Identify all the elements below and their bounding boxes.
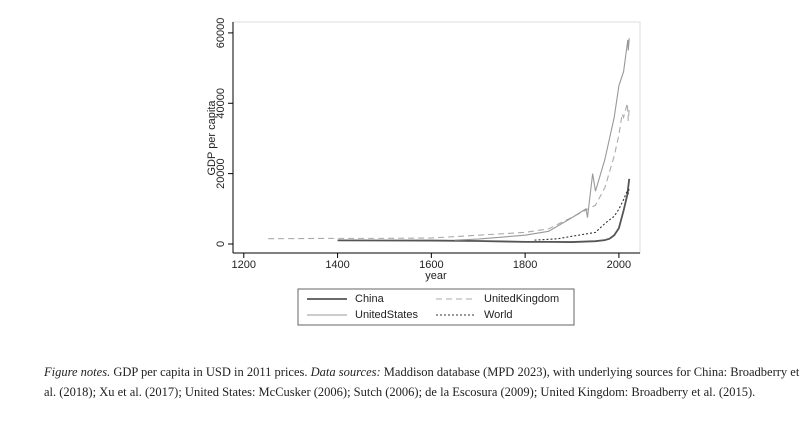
legend-label: World [484,309,513,321]
legend-label: UnitedKingdom [484,293,559,305]
series-line [534,187,630,241]
legend-label: UnitedStates [355,309,418,321]
chart: year GDP per capita 1200 1400 1600 1800 2000… [206,18,641,326]
plot-frame [232,21,641,254]
figure-notes: Figure notes. GDP per capita in USD in 2… [44,362,800,402]
x-tick-label: 1600 [419,259,443,271]
y-axis-label: GDP per capita [206,100,218,176]
x-axis-label: year [425,270,447,282]
y-tick-label: 40000 [215,88,227,119]
series-line [268,103,630,240]
x-tick-label: 1800 [513,259,537,271]
sources-text: Maddison database (MPD 2023), with under… [44,365,800,399]
notes-text: GDP per capita in USD in 2011 prices. [113,365,308,379]
y-tick-label: 0 [215,241,227,247]
x-tick-label: 1200 [232,259,256,271]
series-line [454,38,630,241]
y-tick-label: 20000 [215,158,227,189]
x-tick-label: 2000 [607,259,631,271]
x-tick-label: 1400 [325,259,349,271]
series-line [337,178,631,243]
legend-box [297,288,575,326]
sources-label: Data sources: [310,365,381,379]
legend-label: China [355,293,385,305]
y-tick-label: 60000 [215,18,227,49]
notes-label: Figure notes. [44,365,111,379]
